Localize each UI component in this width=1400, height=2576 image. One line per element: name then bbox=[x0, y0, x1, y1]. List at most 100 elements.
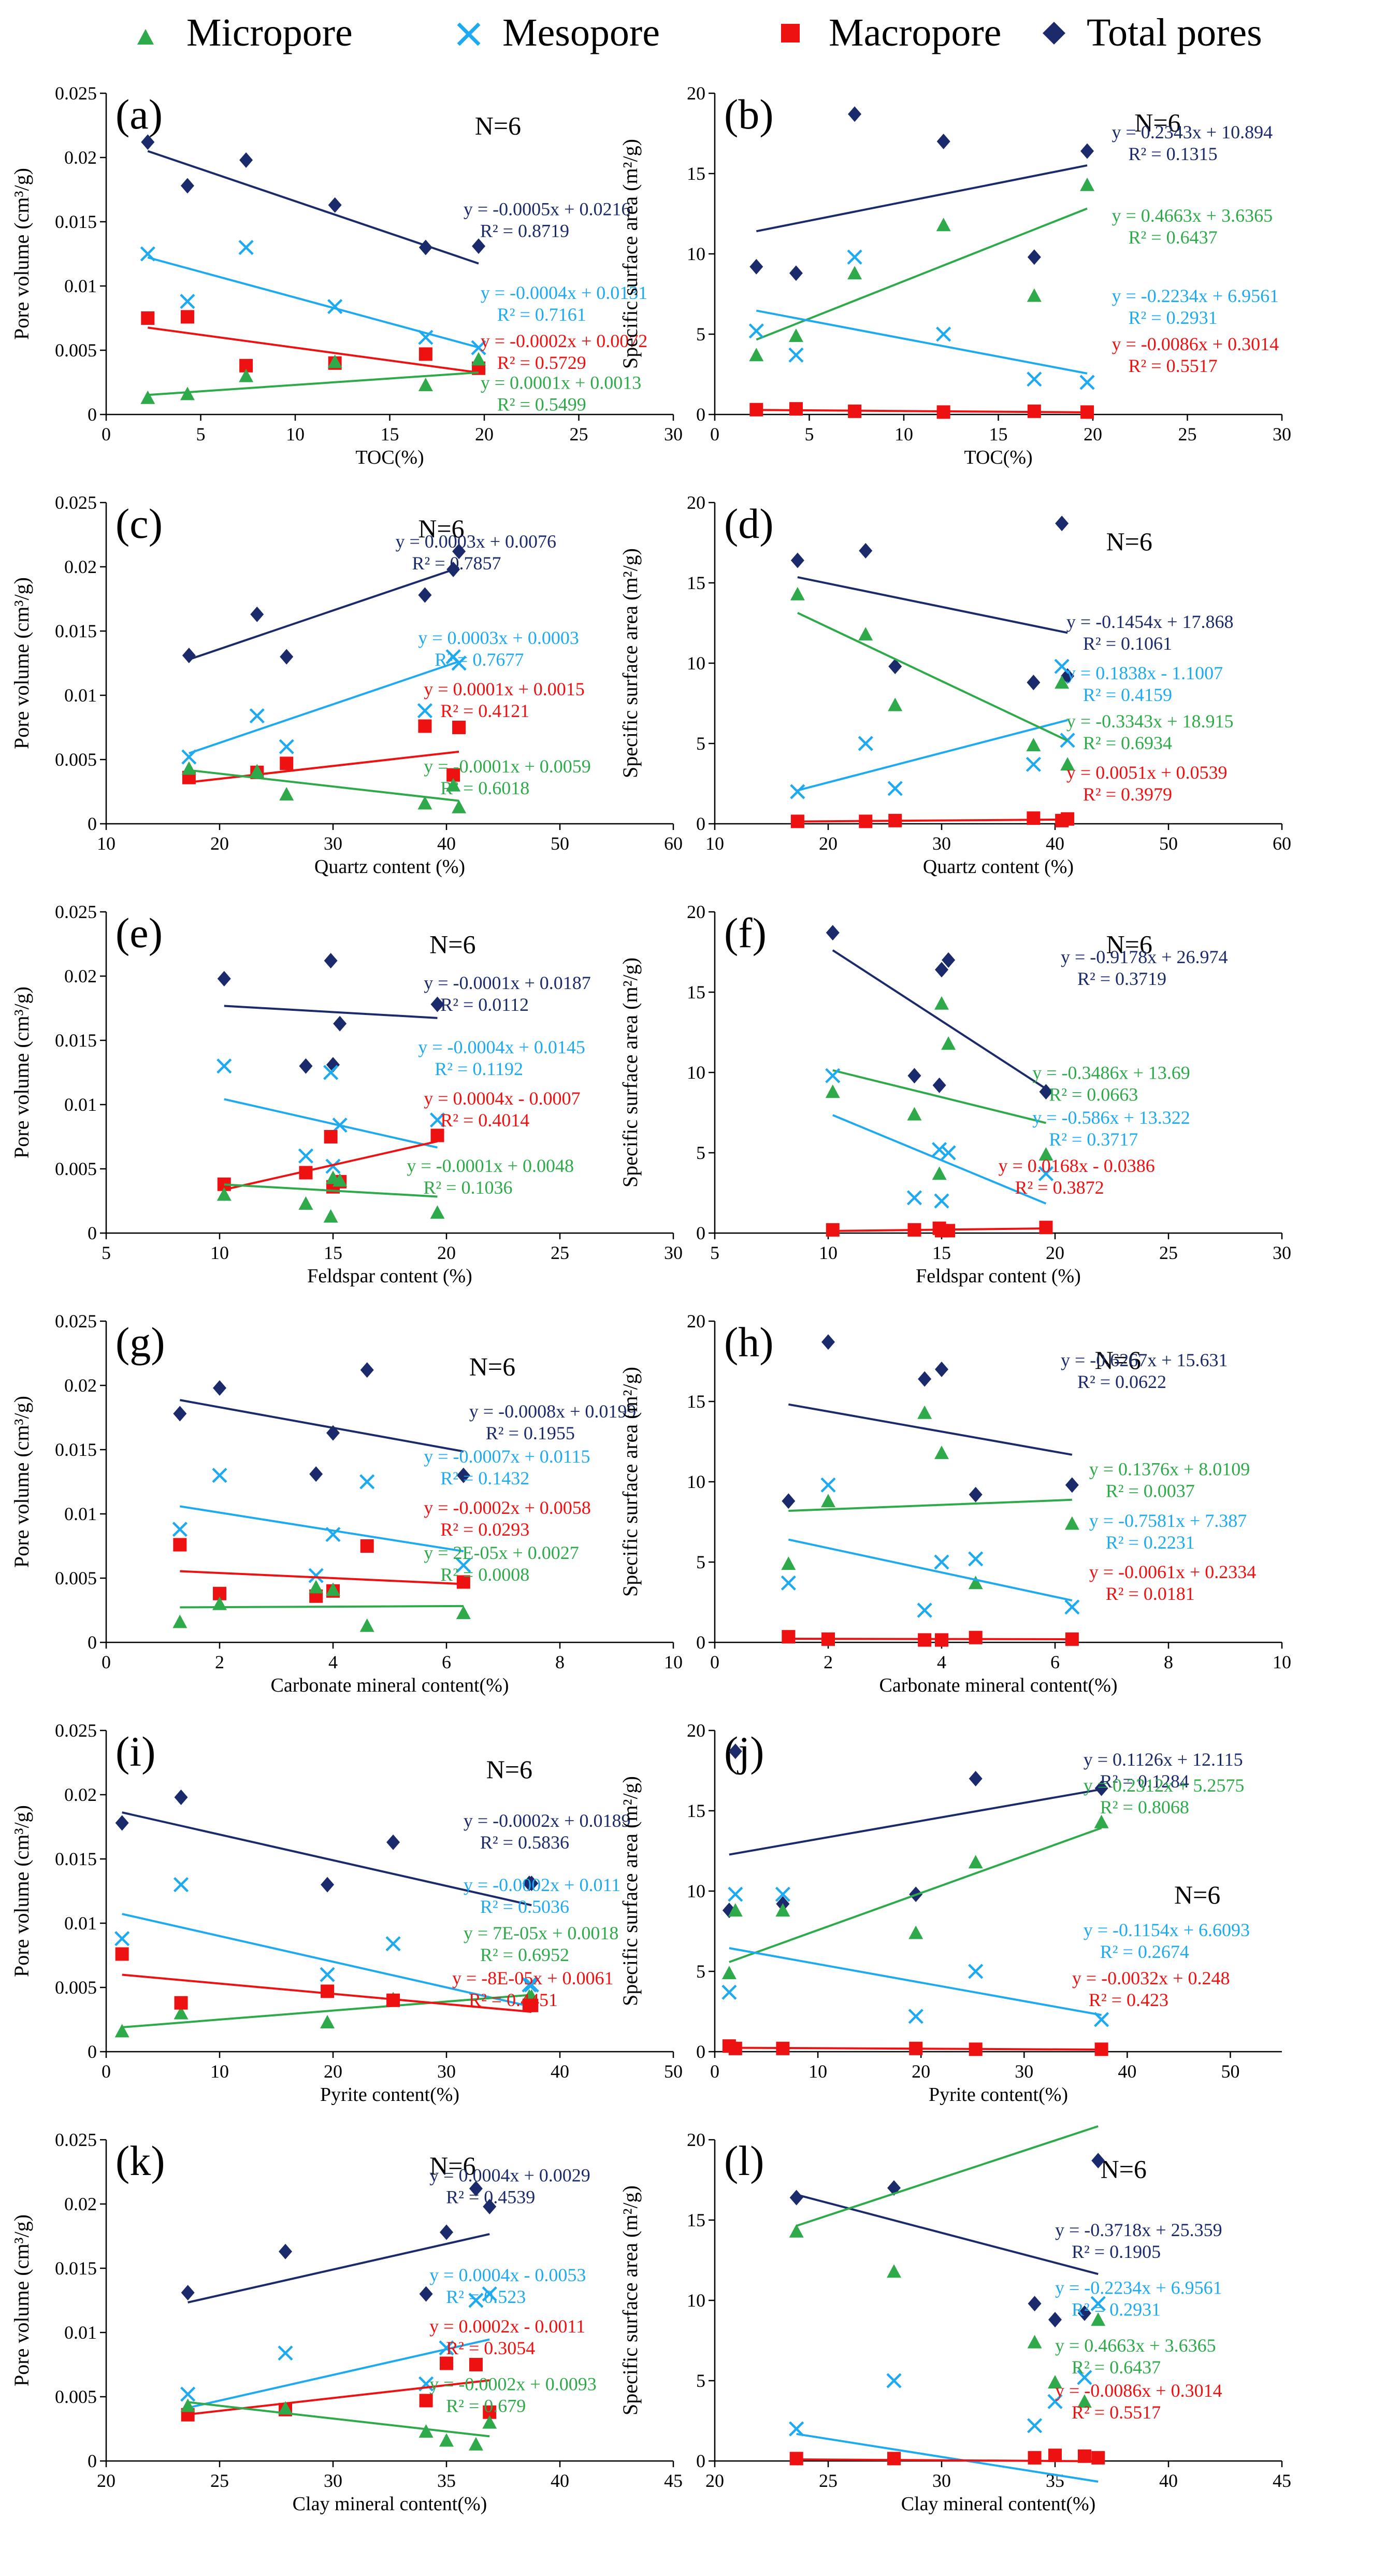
point-i-micro-2 bbox=[320, 2014, 335, 2028]
panel-b: 0 5 10 15 20 25 30 0 5 10 15 20 TOC(%) Specific surfa… bbox=[618, 83, 1291, 468]
x-tick-label-b-2: 10 bbox=[894, 424, 913, 445]
point-e-micro-5 bbox=[430, 1205, 445, 1219]
r2-a-meso: R² = 0.7161 bbox=[497, 304, 586, 325]
equation-a-macro: y = -0.0002x + 0.0072 bbox=[481, 331, 648, 351]
x-tick-label-e-0: 5 bbox=[102, 1242, 111, 1263]
x-tick-label-i-3: 30 bbox=[437, 2061, 456, 2082]
r2-d-macro: R² = 0.3979 bbox=[1083, 784, 1172, 805]
point-g-meso-3 bbox=[325, 1527, 341, 1542]
y-tick-label-i-0: 0 bbox=[88, 2041, 97, 2062]
x-tick-label-b-0: 0 bbox=[710, 424, 719, 445]
point-l-macro-1 bbox=[887, 2452, 901, 2466]
point-c-micro-5 bbox=[452, 799, 467, 813]
x-tick-label-d-5: 60 bbox=[1273, 833, 1291, 854]
trendline-e-micro bbox=[224, 1183, 438, 1198]
equation-h-meso: y = -0.7581x + 7.387 bbox=[1089, 1510, 1247, 1531]
point-e-micro-2 bbox=[323, 1209, 338, 1223]
x-tick-label-a-0: 0 bbox=[102, 424, 111, 445]
legend-macropore-label: Macropore bbox=[829, 11, 1001, 54]
point-e-micro-4 bbox=[333, 1173, 348, 1187]
equation-a-micro: y = 0.0001x + 0.0013 bbox=[481, 372, 642, 393]
n-label-b: N=6 bbox=[1134, 108, 1180, 137]
n-label-d: N=6 bbox=[1106, 527, 1152, 556]
point-f-meso-4 bbox=[941, 1145, 956, 1161]
point-b-meso-2 bbox=[847, 249, 862, 265]
x-tick-label-a-5: 25 bbox=[570, 424, 588, 445]
x-tick-label-j-2: 20 bbox=[912, 2061, 930, 2082]
y-tick-label-j-4: 20 bbox=[687, 1720, 705, 1741]
point-g-total-0 bbox=[173, 1406, 187, 1422]
y-tick-label-l-1: 5 bbox=[696, 2370, 705, 2391]
x-tick-label-a-3: 15 bbox=[381, 424, 399, 445]
r2-h-meso: R² = 0.2231 bbox=[1106, 1532, 1195, 1553]
equation-k-meso: y = 0.0004x - 0.0053 bbox=[429, 2265, 586, 2285]
point-e-macro-2 bbox=[324, 1130, 338, 1143]
y-tick-label-d-2: 10 bbox=[687, 653, 705, 674]
y-axis-title-b: Specific surface area (m²/g) bbox=[618, 139, 642, 369]
trendline-g-meso bbox=[180, 1505, 464, 1553]
point-b-meso-1 bbox=[788, 347, 804, 363]
point-l-micro-3 bbox=[1048, 2375, 1062, 2389]
r2-b-micro: R² = 0.6437 bbox=[1129, 227, 1218, 248]
equation-g-meso: y = -0.0007x + 0.0115 bbox=[424, 1446, 590, 1467]
equation-e-total: y = -0.0001x + 0.0187 bbox=[424, 972, 591, 993]
point-i-macro-2 bbox=[321, 1984, 335, 1998]
point-d-micro-3 bbox=[1026, 738, 1041, 752]
x-tick-label-b-4: 20 bbox=[1084, 424, 1102, 445]
equation-a-total: y = -0.0005x + 0.0216 bbox=[464, 199, 631, 220]
point-k-micro-3 bbox=[439, 2433, 454, 2447]
point-a-micro-2 bbox=[239, 368, 254, 382]
point-d-total-1 bbox=[859, 543, 873, 559]
point-f-total-1 bbox=[907, 1068, 921, 1084]
point-a-meso-3 bbox=[327, 299, 343, 314]
point-d-micro-2 bbox=[888, 697, 903, 711]
point-e-total-0 bbox=[217, 970, 231, 986]
r2-f-macro: R² = 0.3872 bbox=[1015, 1177, 1104, 1198]
legend-macropore-marker bbox=[781, 24, 800, 42]
point-b-macro-5 bbox=[1080, 405, 1094, 419]
point-g-micro-0 bbox=[172, 1614, 187, 1628]
panel-label-g: (g) bbox=[116, 1319, 165, 1366]
x-axis-title-f: Feldspar content (%) bbox=[916, 1265, 1081, 1287]
point-g-meso-2 bbox=[308, 1568, 324, 1583]
point-j-macro-1 bbox=[728, 2041, 742, 2055]
x-tick-label-k-3: 35 bbox=[437, 2470, 456, 2491]
y-tick-label-l-0: 0 bbox=[696, 2451, 705, 2471]
point-f-macro-0 bbox=[826, 1223, 840, 1237]
point-h-total-1 bbox=[821, 1334, 835, 1350]
x-tick-label-e-2: 15 bbox=[324, 1242, 342, 1263]
r2-a-macro: R² = 0.5729 bbox=[497, 352, 586, 373]
point-l-total-4 bbox=[1077, 2305, 1091, 2321]
point-c-micro-1 bbox=[250, 764, 265, 778]
equation-h-total: y = -0.6267x + 15.631 bbox=[1061, 1350, 1228, 1370]
point-e-macro-5 bbox=[430, 1128, 444, 1142]
point-h-total-0 bbox=[782, 1493, 796, 1509]
point-h-micro-0 bbox=[781, 1556, 796, 1570]
point-k-total-4 bbox=[469, 2181, 483, 2197]
point-h-meso-0 bbox=[781, 1575, 796, 1591]
y-axis-title-e: Pore volume (cm³/g) bbox=[10, 986, 33, 1158]
equation-j-total: y = 0.1126x + 12.115 bbox=[1084, 1749, 1243, 1770]
point-i-macro-0 bbox=[115, 1947, 129, 1961]
x-tick-label-a-4: 20 bbox=[475, 424, 494, 445]
x-axis-title-a: TOC(%) bbox=[355, 447, 424, 468]
point-a-meso-4 bbox=[418, 330, 434, 345]
x-tick-label-k-2: 30 bbox=[324, 2470, 342, 2491]
point-l-macro-2 bbox=[1028, 2451, 1042, 2465]
x-tick-label-j-0: 0 bbox=[710, 2061, 719, 2082]
point-d-total-3 bbox=[1027, 675, 1041, 691]
point-h-micro-5 bbox=[1064, 1516, 1079, 1530]
y-tick-label-a-4: 0.02 bbox=[64, 147, 97, 168]
equation-k-macro: y = 0.0002x - 0.0011 bbox=[429, 2316, 585, 2337]
point-b-macro-3 bbox=[936, 405, 950, 419]
x-tick-label-e-3: 20 bbox=[437, 1242, 456, 1263]
y-axis-title-a: Pore volume (cm³/g) bbox=[10, 168, 33, 340]
equation-c-macro: y = 0.0001x + 0.0015 bbox=[424, 679, 585, 699]
